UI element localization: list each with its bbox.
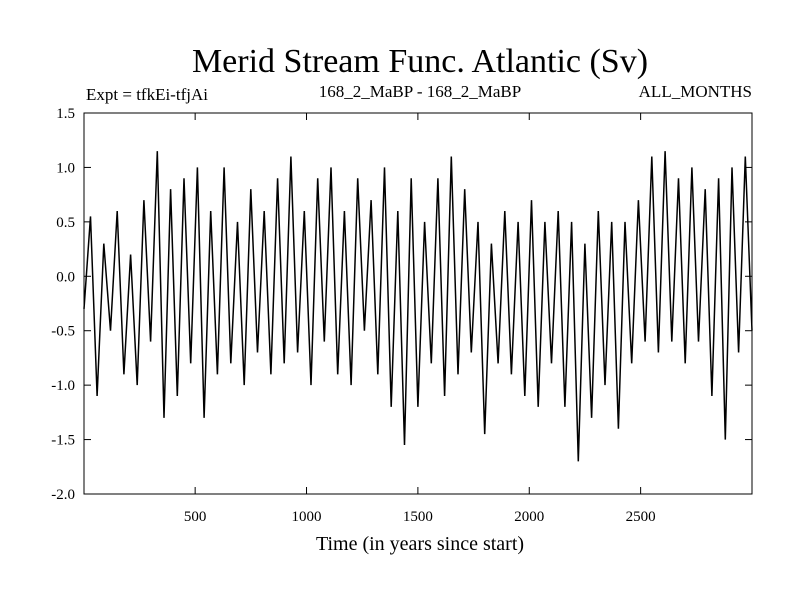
months-label: ALL_MONTHS [639, 82, 752, 101]
y-tick-label: 0.5 [56, 215, 75, 231]
comparison-label: 168_2_MaBP - 168_2_MaBP [319, 82, 521, 101]
x-axis-label: Time (in years since start) [316, 533, 524, 555]
series-layer [83, 151, 753, 462]
y-tick-label: -2.0 [51, 487, 75, 503]
y-tick-label: 0.0 [56, 269, 75, 285]
x-tick-label: 2000 [514, 509, 544, 525]
x-tick-label: 1000 [292, 509, 322, 525]
experiment-label: Expt = tfkEi-tfjAi [86, 85, 208, 104]
x-tick-label: 500 [184, 509, 207, 525]
y-tick-label: 1.0 [56, 160, 75, 176]
y-tick-label: 1.5 [56, 106, 75, 122]
y-axis-ticks: -2.0 -1.5 -1.0 -0.5 0.0 0.5 1.0 1.5 [51, 106, 752, 503]
chart-title: Merid Stream Func. Atlantic (Sv) [192, 43, 648, 80]
x-axis-ticks: 500 1000 1500 2000 2500 [184, 113, 656, 525]
x-tick-label: 2500 [626, 509, 656, 525]
y-tick-label: -1.5 [51, 433, 75, 449]
y-tick-label: -0.5 [51, 324, 75, 340]
y-tick-label: -1.0 [51, 378, 75, 394]
series-line-0 [83, 151, 753, 462]
x-tick-label: 1500 [403, 509, 433, 525]
